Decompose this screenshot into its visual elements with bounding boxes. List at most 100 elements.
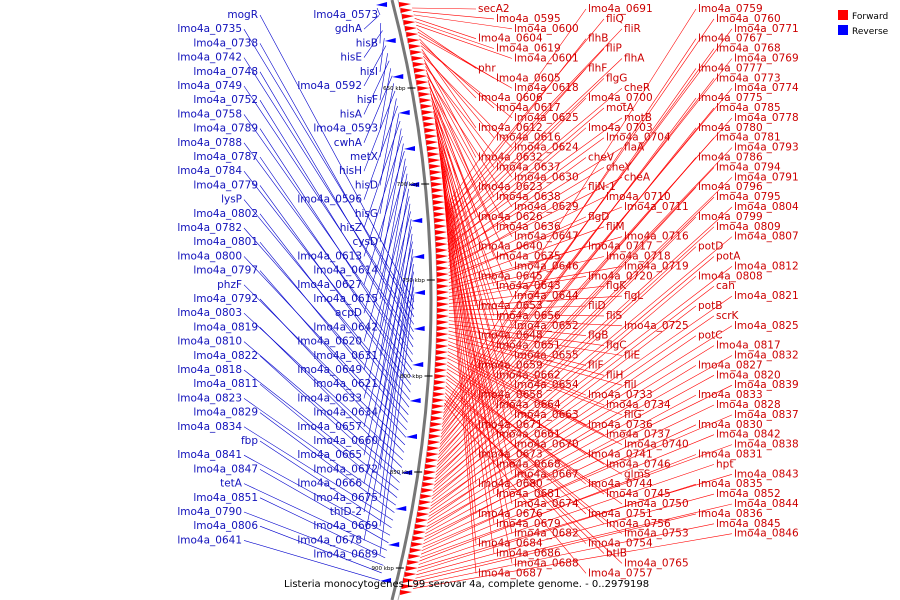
- forward-gene-label: flhF: [588, 62, 607, 74]
- forward-leader-line: [425, 66, 513, 178]
- reverse-feature-arrow: [398, 110, 410, 115]
- forward-feature-arrow: [416, 80, 429, 85]
- reverse-gene-label: thiD-2: [330, 506, 362, 518]
- reverse-leader-line: [259, 497, 386, 559]
- forward-gene-label: lmo4a_0793: [734, 142, 799, 154]
- forward-leader-line: [446, 378, 623, 505]
- reverse-gene-label: lmo4a_0620: [297, 336, 362, 348]
- forward-leader-line: [446, 58, 623, 225]
- forward-gene-label: lmo4a_0703: [588, 122, 653, 134]
- reverse-gene-label: hisA: [340, 108, 363, 120]
- forward-gene-label: cah: [716, 280, 735, 292]
- forward-gene-label: lmo4a_0601: [514, 53, 579, 65]
- forward-leader-line: [436, 186, 697, 469]
- forward-gene-label: lmo4a_0745: [606, 488, 671, 500]
- forward-feature-arrow: [436, 290, 449, 295]
- forward-feature-arrow: [424, 128, 437, 133]
- forward-leader-line: [447, 347, 623, 416]
- forward-feature-arrow: [420, 494, 433, 499]
- forward-gene-label: lmo4a_0667: [514, 468, 579, 480]
- forward-leader-line: [421, 424, 697, 552]
- reverse-gene-label: fbp: [241, 435, 258, 447]
- feature-labels: secA2lmo4a_0595lmo4a_0600lmo4a_0604lmo4a…: [177, 3, 799, 579]
- reverse-gene-label: lmo4a_0665: [297, 449, 362, 461]
- reverse-gene-label: lmo4a_0675: [313, 492, 378, 504]
- forward-gene-label: lmo4a_0777: [698, 62, 763, 74]
- forward-leader-line: [444, 200, 513, 564]
- legend-forward-label: Forward: [852, 12, 888, 22]
- forward-leader-line: [434, 121, 477, 336]
- reverse-gene-label: lmo4a_0615: [313, 293, 378, 305]
- forward-leader-line: [446, 87, 623, 235]
- reverse-gene-label: lmo4a_0782: [177, 222, 242, 234]
- forward-gene-label: lmo4a_0635: [496, 251, 561, 263]
- forward-feature-arrow: [436, 284, 449, 289]
- forward-leader-line: [448, 167, 605, 263]
- reverse-leader-line: [259, 185, 411, 393]
- forward-leader-line: [418, 35, 513, 89]
- forward-gene-label: lmo4a_0767: [698, 33, 763, 45]
- forward-gene-label: lmo4a_0774: [734, 82, 799, 94]
- forward-gene-label: fliG: [624, 409, 642, 421]
- forward-leader-line: [448, 226, 605, 284]
- forward-feature-arrow: [407, 38, 420, 43]
- forward-feature-arrow: [423, 122, 436, 127]
- reverse-leader-line: [243, 29, 415, 310]
- reverse-gene-label: lmo4a_0627: [297, 279, 362, 291]
- forward-feature-arrow: [436, 344, 449, 349]
- reverse-leader-line: [379, 143, 404, 271]
- forward-leader-line: [438, 147, 733, 455]
- forward-gene-label: lmo4a_0676: [478, 508, 543, 520]
- forward-feature-arrow: [429, 428, 442, 433]
- reverse-leader-line: [363, 15, 380, 30]
- forward-gene-label: potA: [716, 251, 741, 263]
- reverse-gene-label: hisI: [360, 66, 378, 78]
- forward-gene-label: lmo4a_0629: [514, 201, 579, 213]
- reverse-leader-line: [379, 173, 408, 328]
- forward-gene-label: cheY: [606, 161, 632, 173]
- forward-gene-label: lmo4a_0619: [496, 43, 561, 55]
- reverse-leader-line: [376, 7, 381, 16]
- forward-leader-line: [448, 186, 587, 270]
- reverse-gene-label: lmo4a_0748: [193, 66, 258, 78]
- forward-feature-arrow: [400, 8, 413, 13]
- forward-leader-line: [419, 38, 477, 99]
- forward-leader-line: [412, 7, 477, 10]
- forward-gene-label: lmo4a_0751: [588, 508, 653, 520]
- reverse-leader-line: [379, 53, 388, 101]
- forward-feature-arrow: [403, 578, 416, 583]
- forward-gene-label: lmo4a_0736: [588, 419, 653, 431]
- forward-gene-label: lmo4a_0668: [496, 458, 561, 470]
- forward-feature-arrow: [432, 194, 445, 199]
- forward-feature-arrow: [436, 302, 449, 307]
- forward-feature-arrow: [435, 248, 448, 253]
- reverse-leader-line: [363, 286, 415, 541]
- forward-feature-arrow: [433, 212, 446, 217]
- forward-gene-label: lmo4a_0839: [734, 379, 799, 391]
- scale-tick-label: 900 kbp: [371, 566, 394, 572]
- reverse-gene-label: hisH: [339, 165, 362, 177]
- reverse-feature-arrow: [413, 326, 425, 331]
- reverse-gene-label: lmo4a_0666: [297, 478, 362, 490]
- forward-leader-line: [448, 276, 587, 301]
- reverse-leader-line: [243, 341, 401, 476]
- forward-leader-line: [430, 295, 733, 507]
- forward-gene-label: lmo4a_0624: [514, 142, 579, 154]
- reverse-gene-label: cwhA: [334, 137, 363, 149]
- forward-gene-label: lmo4a_0768: [716, 43, 781, 55]
- forward-leader-line: [432, 256, 715, 493]
- reverse-leader-line: [259, 440, 392, 528]
- forward-gene-label: lmo4a_0769: [734, 53, 799, 65]
- reverse-feature-arrow: [413, 254, 425, 259]
- forward-gene-label: lmo4a_0773: [716, 72, 781, 84]
- reverse-gene-label: lmo4a_0735: [177, 23, 242, 35]
- forward-leader-line: [443, 193, 477, 544]
- forward-leader-line: [429, 90, 477, 247]
- forward-gene-label: lmo4a_0673: [478, 449, 543, 461]
- forward-feature-arrow: [412, 536, 425, 541]
- forward-feature-arrow: [404, 572, 417, 577]
- reverse-gene-label: lmo4a_0689: [313, 549, 378, 561]
- forward-feature-arrow: [433, 206, 446, 211]
- forward-leader-line: [416, 28, 477, 69]
- forward-leader-line: [417, 474, 733, 569]
